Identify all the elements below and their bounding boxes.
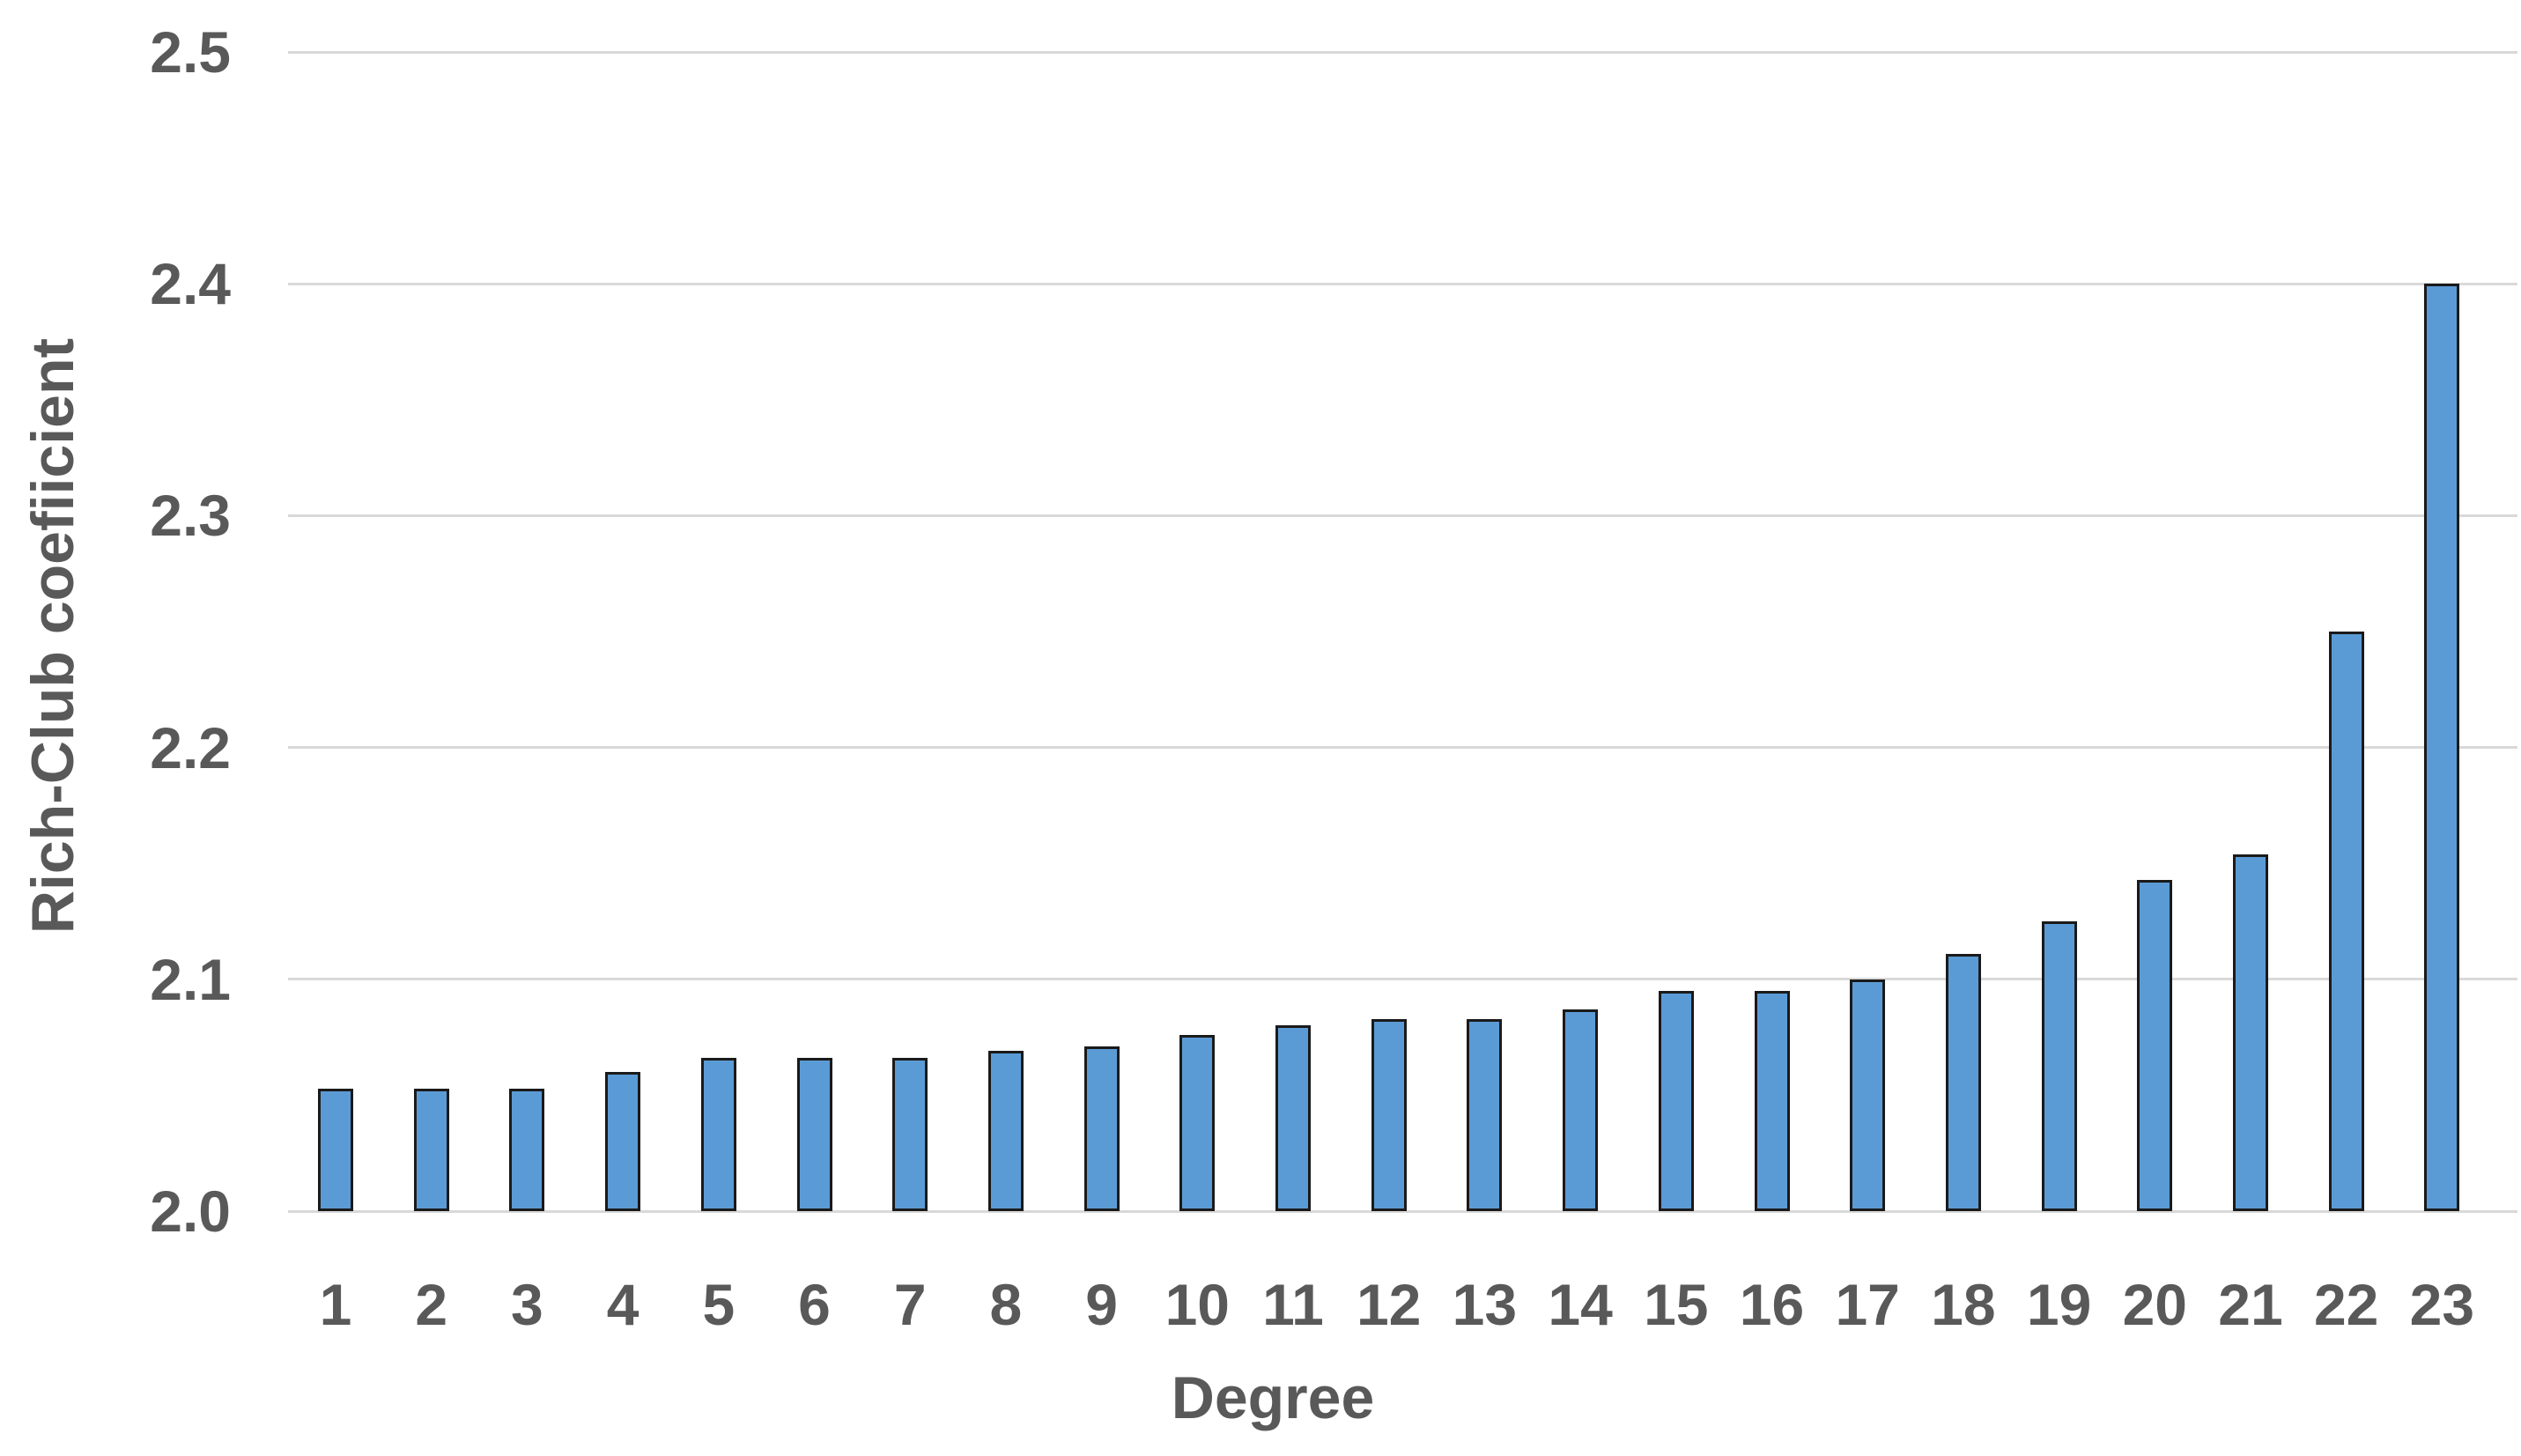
bar: [2424, 284, 2460, 1211]
x-tick-label: 5: [702, 1272, 736, 1337]
x-tick-label: 19: [2026, 1272, 2092, 1337]
x-tick-label: 17: [1835, 1272, 1900, 1337]
y-tick-label: 2.2: [150, 714, 231, 780]
x-tick-label: 9: [1085, 1272, 1118, 1337]
bar: [318, 1088, 353, 1211]
y-axis-title: Rich-Club coefiicient: [19, 337, 86, 935]
bar: [1371, 1018, 1407, 1211]
bar: [2137, 879, 2173, 1211]
x-tick-label: 23: [2409, 1272, 2475, 1337]
x-tick-label: 10: [1164, 1272, 1230, 1337]
x-tick-label: 2: [415, 1272, 448, 1337]
bar: [2041, 921, 2077, 1211]
bar: [2328, 632, 2364, 1211]
y-tick-label: 2.5: [150, 19, 231, 85]
bar: [413, 1088, 449, 1211]
bar: [1945, 953, 1981, 1211]
bar: [700, 1058, 736, 1211]
gridline: [288, 514, 2517, 517]
bar: [1083, 1046, 1120, 1211]
bar: [1658, 990, 1694, 1211]
gridline: [288, 746, 2517, 750]
x-tick-label: 13: [1452, 1272, 1518, 1337]
bar: [1754, 990, 1790, 1211]
bar: [2233, 854, 2268, 1211]
x-tick-label: 16: [1739, 1272, 1805, 1337]
x-tick-label: 20: [2122, 1272, 2187, 1337]
bar: [605, 1072, 641, 1211]
bar: [1275, 1025, 1311, 1211]
y-tick-label: 2.1: [150, 946, 231, 1012]
x-tick-label: 4: [606, 1272, 639, 1337]
bar: [1467, 1018, 1503, 1211]
x-tick-label: 6: [798, 1272, 831, 1337]
bar: [1563, 1009, 1599, 1211]
x-tick-label: 22: [2313, 1272, 2379, 1337]
bar: [892, 1058, 928, 1211]
x-tick-label: 18: [1931, 1272, 1996, 1337]
gridline: [288, 978, 2517, 981]
x-tick-label: 11: [1262, 1272, 1324, 1337]
gridline: [288, 50, 2517, 54]
bar: [796, 1058, 832, 1211]
x-tick-label: 14: [1548, 1272, 1613, 1337]
bar: [1850, 979, 1886, 1211]
x-tick-label: 1: [319, 1272, 352, 1337]
bar: [987, 1051, 1024, 1211]
gridline: [288, 282, 2517, 285]
x-tick-label: 3: [511, 1272, 543, 1337]
x-tick-label: 21: [2218, 1272, 2283, 1337]
x-axis-title: Degree: [1171, 1364, 1375, 1431]
y-tick-label: 2.3: [150, 483, 231, 549]
bar: [509, 1088, 545, 1211]
x-tick-label: 7: [893, 1272, 927, 1337]
x-tick-label: 15: [1644, 1272, 1709, 1337]
y-tick-label: 2.4: [150, 251, 231, 317]
y-tick-label: 2.0: [150, 1179, 231, 1244]
x-tick-label: 12: [1356, 1272, 1422, 1337]
gridline: [288, 1209, 2517, 1213]
x-tick-label: 8: [989, 1272, 1023, 1337]
bar: [1179, 1034, 1216, 1211]
